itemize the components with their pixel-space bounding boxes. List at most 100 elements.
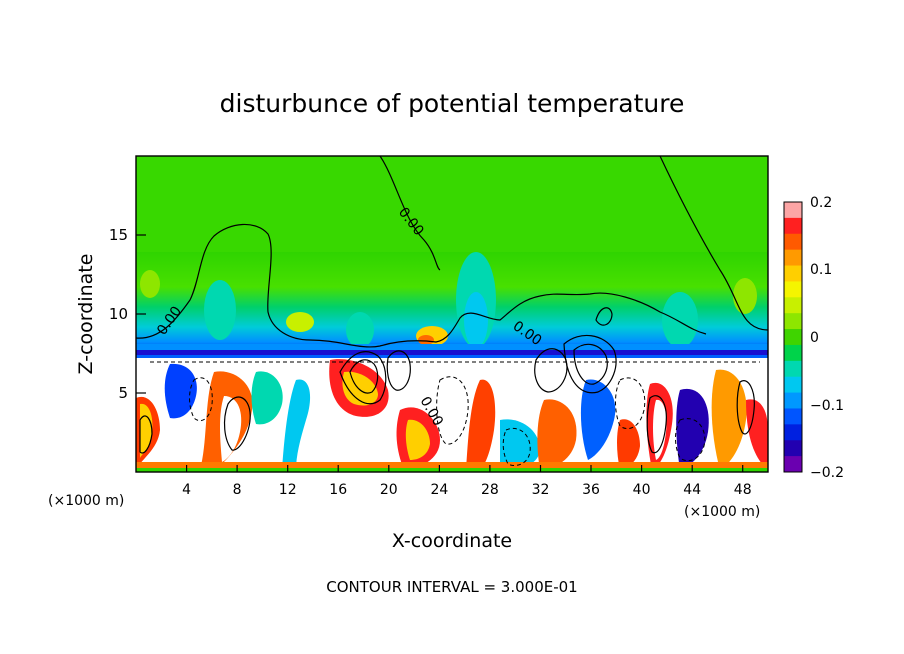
- colorbar-cell: [784, 233, 802, 251]
- warm-bubble: [418, 335, 434, 345]
- cool-filament: [537, 399, 577, 470]
- inversion-band: [136, 350, 768, 356]
- contour-negative: [615, 377, 646, 430]
- cool-plume: [464, 292, 488, 348]
- cool-plume: [662, 292, 698, 348]
- cool-filament: [164, 363, 197, 419]
- inversion-band: [136, 355, 768, 358]
- contour-thermal: [223, 396, 251, 451]
- y-tick-label: 10: [109, 305, 128, 323]
- colorbar-label: 0.2: [810, 195, 832, 211]
- cool-plume: [346, 312, 374, 348]
- colorbar-cell: [784, 202, 802, 219]
- cool-filament: [676, 388, 709, 470]
- contour-zero: [595, 307, 613, 326]
- y-tick-marks: [136, 234, 146, 394]
- colorbar-cell: [784, 281, 802, 298]
- contour-zero: [136, 223, 707, 348]
- x-tick-label: 48: [734, 482, 752, 498]
- x-tick-label: 20: [380, 482, 398, 498]
- cool-plume: [204, 280, 236, 340]
- contour-thermal: [386, 350, 411, 391]
- chart-title: disturbunce of potential temperature: [220, 89, 685, 118]
- warm-filament: [405, 419, 430, 460]
- dashed-contours: [150, 361, 760, 466]
- colorbar-cell: [784, 217, 802, 235]
- x-tick-label: 32: [532, 482, 550, 498]
- colorbar-cell: [784, 329, 802, 346]
- contour-negative: [189, 377, 213, 422]
- contour-thermal: [339, 351, 387, 405]
- contour-interval-note: CONTOUR INTERVAL = 3.000E-01: [326, 578, 577, 596]
- warm-bubble: [733, 278, 757, 314]
- x-tick-label: 8: [233, 482, 242, 498]
- colorbar-cell: [784, 249, 802, 267]
- colorbar-cell: [784, 440, 802, 457]
- contour-zero: [659, 156, 768, 331]
- colorbar-cell: [784, 313, 802, 330]
- contour-thermal: [563, 334, 617, 394]
- colorbar-cell: [784, 424, 802, 441]
- x-unit-label-left: (×1000 m): [48, 493, 124, 509]
- cool-filament: [580, 379, 616, 460]
- x-axis-title: X-coordinate: [392, 530, 512, 552]
- warm-filament: [342, 371, 378, 406]
- inversion-band: [136, 344, 768, 352]
- x-tick-label: 24: [430, 482, 448, 498]
- contour-thermal: [534, 348, 568, 393]
- colorbar-cell: [784, 344, 802, 362]
- contour-zero: [379, 156, 441, 271]
- colorbar-label: 0: [810, 330, 819, 346]
- colorbar-cell: [784, 297, 802, 314]
- warm-filament: [140, 403, 153, 458]
- warm-filament: [653, 399, 667, 460]
- x-tick-marks: [186, 465, 744, 472]
- colorbar: 0.2 0.1 0 −0.1 −0.2: [783, 195, 844, 481]
- x-tick-label: 40: [633, 482, 651, 498]
- colorbar-label: −0.2: [810, 465, 844, 481]
- colorbar-cell: [784, 456, 802, 473]
- contour-thermal: [736, 380, 755, 435]
- x-tick-label: 12: [279, 482, 297, 498]
- contour-thermal: [573, 343, 608, 385]
- warm-filament: [466, 379, 496, 470]
- cool-filament: [251, 371, 283, 425]
- warm-bubble: [286, 312, 314, 332]
- boundary-floor: [136, 462, 768, 472]
- colorbar-label: −0.1: [810, 398, 844, 414]
- colorbar-labels: 0.2 0.1 0 −0.1 −0.2: [810, 195, 844, 481]
- contour-thermal: [139, 415, 153, 454]
- contour-lines: [136, 156, 768, 454]
- contour-negative: [436, 376, 469, 445]
- y-tick-labels: 5 10 15: [109, 226, 128, 402]
- cool-filament: [500, 419, 540, 470]
- x-tick-label: 4: [182, 482, 191, 498]
- warm-bubble: [140, 270, 160, 298]
- contour-negative: [675, 418, 706, 462]
- x-tick-label: 44: [683, 482, 701, 498]
- boundary-floor: [136, 468, 768, 472]
- x-tick-labels: 4 8 12 16 20 24 28 32 36 40 44 48: [182, 482, 751, 498]
- contour-thermal: [349, 359, 379, 394]
- y-tick-label: 5: [118, 384, 128, 402]
- colorbar-frame: [783, 201, 803, 473]
- colorbar-cell: [784, 408, 802, 425]
- heatmap-field: [136, 156, 768, 472]
- y-tick-label: 15: [109, 226, 128, 244]
- colorbar-cell: [784, 265, 802, 282]
- contour-thermal: [646, 395, 667, 454]
- x-tick-label: 16: [329, 482, 347, 498]
- colorbar-cell: [784, 360, 802, 378]
- colorbar-cell: [784, 392, 802, 409]
- contour-negative: [502, 428, 531, 466]
- stable-layer-gradient: [136, 252, 768, 352]
- x-unit-label-right: (×1000 m): [684, 504, 760, 520]
- x-tick-label: 28: [481, 482, 499, 498]
- warm-filament: [617, 419, 640, 470]
- colorbar-label: 0.1: [810, 262, 832, 278]
- colorbar-cell: [784, 376, 802, 394]
- y-axis-title: Z-coordinate: [75, 254, 97, 375]
- warm-filament: [746, 399, 768, 470]
- x-tick-label: 36: [582, 482, 600, 498]
